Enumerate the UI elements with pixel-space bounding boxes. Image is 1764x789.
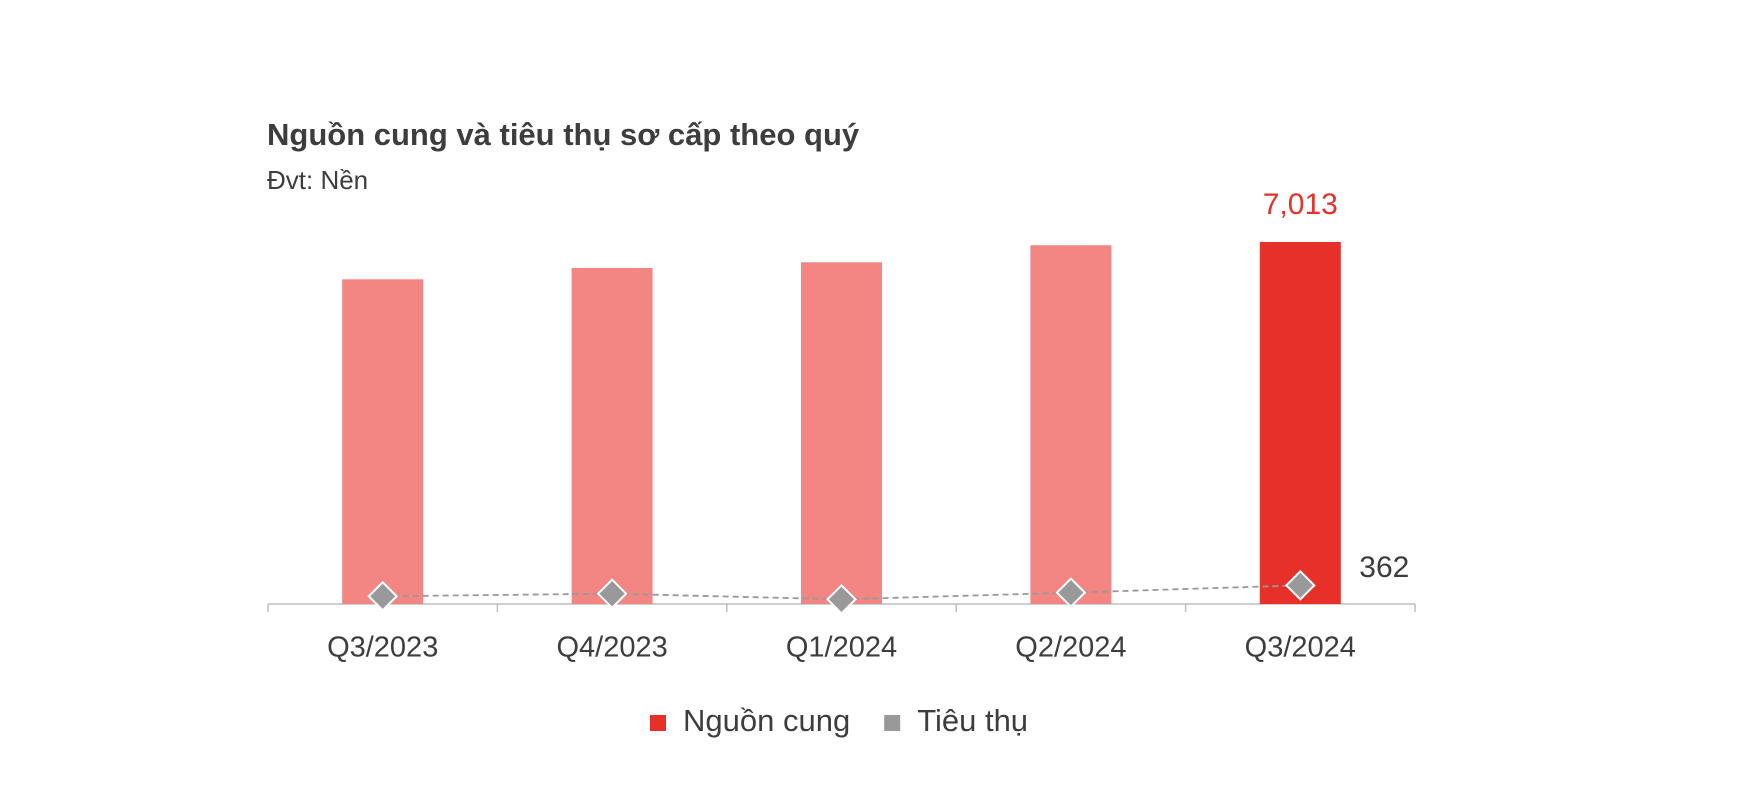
x-tick-label: Q1/2024 (786, 632, 897, 664)
marker (826, 583, 857, 615)
legend-label: Tiêu thụ (917, 703, 1028, 738)
data-label: 7,013 (1263, 188, 1338, 221)
legend-swatch (650, 715, 666, 731)
x-tick-label: Q4/2023 (556, 632, 667, 664)
bar (342, 279, 424, 604)
chart-subtitle: Đvt: Nền (267, 165, 368, 195)
x-tick-label: Q3/2023 (327, 632, 438, 664)
data-label: 362 (1359, 551, 1409, 584)
bar (801, 262, 882, 604)
bar (1030, 245, 1112, 604)
legend-swatch (884, 715, 901, 731)
line (382, 584, 1301, 601)
chart-title: Nguồn cung và tiêu thụ sơ cấp theo quý (267, 117, 860, 152)
marker (1055, 577, 1087, 609)
x-tick-label: Q2/2024 (1015, 632, 1126, 664)
marker (596, 578, 628, 610)
x-tick-label: Q3/2024 (1245, 632, 1356, 664)
bar (1259, 242, 1341, 604)
marker (1284, 569, 1316, 601)
bar (571, 267, 653, 604)
legend-label: Nguồn cung (683, 703, 850, 738)
marker (367, 580, 399, 612)
